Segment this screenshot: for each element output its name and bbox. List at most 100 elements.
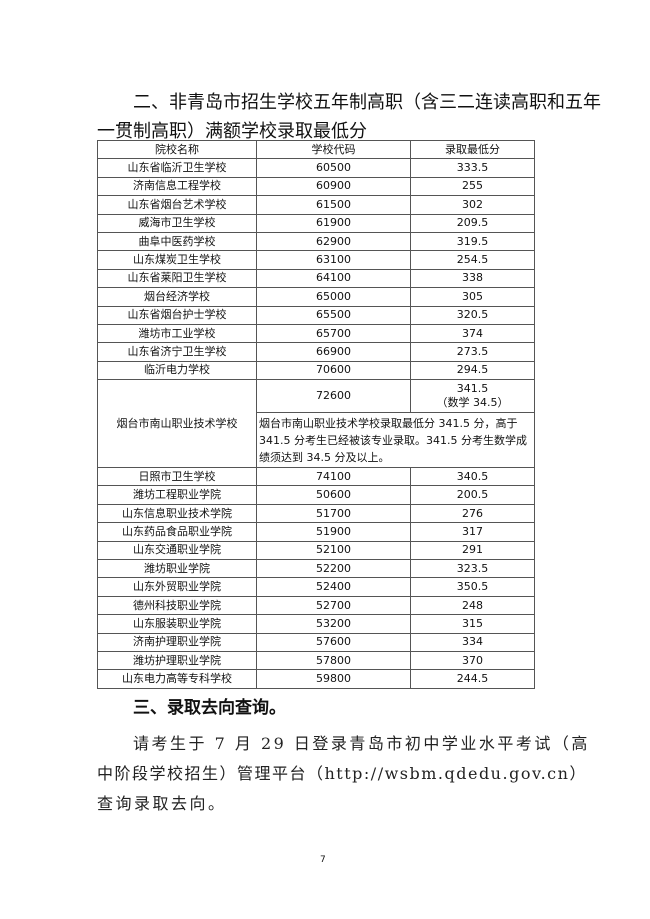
table-cell: 65000 xyxy=(256,287,411,307)
table-row: 济南信息工程学校 60900 255 xyxy=(97,176,535,197)
table-cell: 山东省烟台艺术学校 xyxy=(97,195,257,215)
table-row: 山东交通职业学院 52100 291 xyxy=(97,540,535,561)
section-heading-line2: 一贯制高职）满额学校录取最低分 xyxy=(97,121,367,142)
table-cell: 61500 xyxy=(256,195,411,215)
table-cell: 302 xyxy=(410,195,535,215)
table-cell: 333.5 xyxy=(410,158,535,178)
table-cell: 山东电力高等专科学校 xyxy=(97,669,257,689)
table-row: 山东药品食品职业学院 51900 317 xyxy=(97,522,535,542)
table-row: 曲阜中医药学校 62900 319.5 xyxy=(97,231,535,252)
table-row: 潍坊市工业学校 65700 374 xyxy=(97,323,535,344)
table-cell: 山东外贸职业学院 xyxy=(97,577,257,597)
page-number: 7 xyxy=(320,855,326,865)
table-cell: 350.5 xyxy=(410,577,535,597)
table-cell: 294.5 xyxy=(410,360,535,381)
table-cell: 山东煤炭卫生学校 xyxy=(97,250,257,270)
table-cell: 烟台市南山职业技术学校录取最低分 341.5 分，高于 341.5 分考生已经被… xyxy=(256,412,535,469)
table-cell: 山东省烟台护士学校 xyxy=(97,305,257,325)
table-cell: 潍坊职业学院 xyxy=(97,559,257,579)
table-cell: 山东省济宁卫生学校 xyxy=(97,342,257,362)
table-cell: 61900 xyxy=(256,213,411,233)
table-cell: 334 xyxy=(410,632,535,652)
table-cell: 山东交通职业学院 xyxy=(97,540,257,561)
table-cell: 273.5 xyxy=(410,342,535,362)
table-cell: 317 xyxy=(410,522,535,542)
section3-heading: 三、录取去向查询。 xyxy=(133,698,286,718)
table-cell: 200.5 xyxy=(410,485,535,505)
paragraph-line: 请考生于 7 月 29 日登录青岛市初中学业水平考试（高 xyxy=(133,734,590,753)
table-cell: 70600 xyxy=(256,360,411,381)
table-cell: 323.5 xyxy=(410,559,535,579)
table-cell: 338 xyxy=(410,268,535,289)
paragraph-line: 中阶段学校招生）管理平台（http://wsbm.qdedu.gov.cn） xyxy=(97,764,587,783)
table-row: 山东省临沂卫生学校 60500 333.5 xyxy=(97,158,535,178)
table-row: 山东省济宁卫生学校 66900 273.5 xyxy=(97,342,535,362)
table-cell: 曲阜中医药学校 xyxy=(97,231,257,252)
table-cell: 341.5 （数学 34.5） xyxy=(410,379,535,414)
table-cell: 255 xyxy=(410,176,535,197)
table-cell: 72600 xyxy=(256,379,411,414)
paragraph-line: 查询录取去向。 xyxy=(97,794,227,813)
table-cell: 51900 xyxy=(256,522,411,542)
table-cell: 315 xyxy=(410,614,535,634)
table-cell: 53200 xyxy=(256,614,411,634)
table-row-note: 烟台市南山职业技术学校录取最低分 341.5 分，高于 341.5 分考生已经被… xyxy=(98,412,535,469)
table-cell: 日照市卫生学校 xyxy=(97,467,257,487)
table-cell: 244.5 xyxy=(410,669,535,689)
table-cell: 潍坊工程职业学院 xyxy=(97,485,257,505)
table-row: 山东省莱阳卫生学校 64100 338 xyxy=(97,268,535,289)
table-cell: 50600 xyxy=(256,485,411,505)
table-row: 潍坊职业学院 52200 323.5 xyxy=(97,559,535,579)
table-row-special: 烟台市南山职业技术学校 72600 341.5 （数学 34.5） xyxy=(97,379,535,469)
table-cell: 276 xyxy=(410,503,535,524)
table-cell: 52400 xyxy=(256,577,411,597)
table-row: 山东省烟台护士学校 65500 320.5 xyxy=(97,305,535,325)
table-row: 山东服装职业学院 53200 315 xyxy=(97,614,535,634)
table-cell: 潍坊护理职业学院 xyxy=(97,650,257,671)
table-cell: 院校名称 xyxy=(97,139,257,160)
table-cell: 烟台经济学校 xyxy=(97,287,257,307)
table-cell: 374 xyxy=(410,323,535,344)
table-cell: 山东信息职业技术学院 xyxy=(97,503,257,524)
table-cell: 291 xyxy=(410,540,535,561)
table-row: 潍坊工程职业学院 50600 200.5 xyxy=(97,485,535,505)
table-cell: 320.5 xyxy=(410,305,535,325)
table-cell: 52100 xyxy=(256,540,411,561)
table-row: 临沂电力学校 70600 294.5 xyxy=(97,360,535,381)
table-row: 潍坊护理职业学院 57800 370 xyxy=(97,650,535,671)
table-cell: 学校代码 xyxy=(256,139,411,160)
table-cell: 66900 xyxy=(256,342,411,362)
admission-score-table: 院校名称 学校代码 录取最低分 山东省临沂卫生学校 60500 333.5 济南信息工程学校… xyxy=(97,139,535,689)
table-cell: 64100 xyxy=(256,268,411,289)
table-row: 山东煤炭卫生学校 63100 254.5 xyxy=(97,250,535,270)
table-cell: 370 xyxy=(410,650,535,671)
table-header-row: 院校名称 学校代码 录取最低分 xyxy=(97,139,535,160)
table-row: 威海市卫生学校 61900 209.5 xyxy=(97,213,535,233)
table-cell: 52700 xyxy=(256,595,411,616)
table-cell: 65700 xyxy=(256,323,411,344)
table-cell: 德州科技职业学院 xyxy=(97,595,257,616)
table-cell: 59800 xyxy=(256,669,411,689)
table-cell: 74100 xyxy=(256,467,411,487)
table-row: 济南护理职业学院 57600 334 xyxy=(97,632,535,652)
table-cell: 济南护理职业学院 xyxy=(97,632,257,652)
table-cell: 60500 xyxy=(256,158,411,178)
table-cell: 60900 xyxy=(256,176,411,197)
table-row: 德州科技职业学院 52700 248 xyxy=(97,595,535,616)
table-cell: 威海市卫生学校 xyxy=(97,213,257,233)
table-cell: 济南信息工程学校 xyxy=(97,176,257,197)
table-row: 山东信息职业技术学院 51700 276 xyxy=(97,503,535,524)
table-cell: 62900 xyxy=(256,231,411,252)
table-cell: 248 xyxy=(410,595,535,616)
table-cell: 305 xyxy=(410,287,535,307)
table-cell: 录取最低分 xyxy=(410,139,535,160)
table-row: 山东省烟台艺术学校 61500 302 xyxy=(97,195,535,215)
table-cell: 340.5 xyxy=(410,467,535,487)
table-cell: 65500 xyxy=(256,305,411,325)
table-row: 日照市卫生学校 74100 340.5 xyxy=(97,467,535,487)
table-row: 烟台经济学校 65000 305 xyxy=(97,287,535,307)
table-cell: 63100 xyxy=(256,250,411,270)
table-row: 山东外贸职业学院 52400 350.5 xyxy=(97,577,535,597)
table-cell: 山东省莱阳卫生学校 xyxy=(97,268,257,289)
